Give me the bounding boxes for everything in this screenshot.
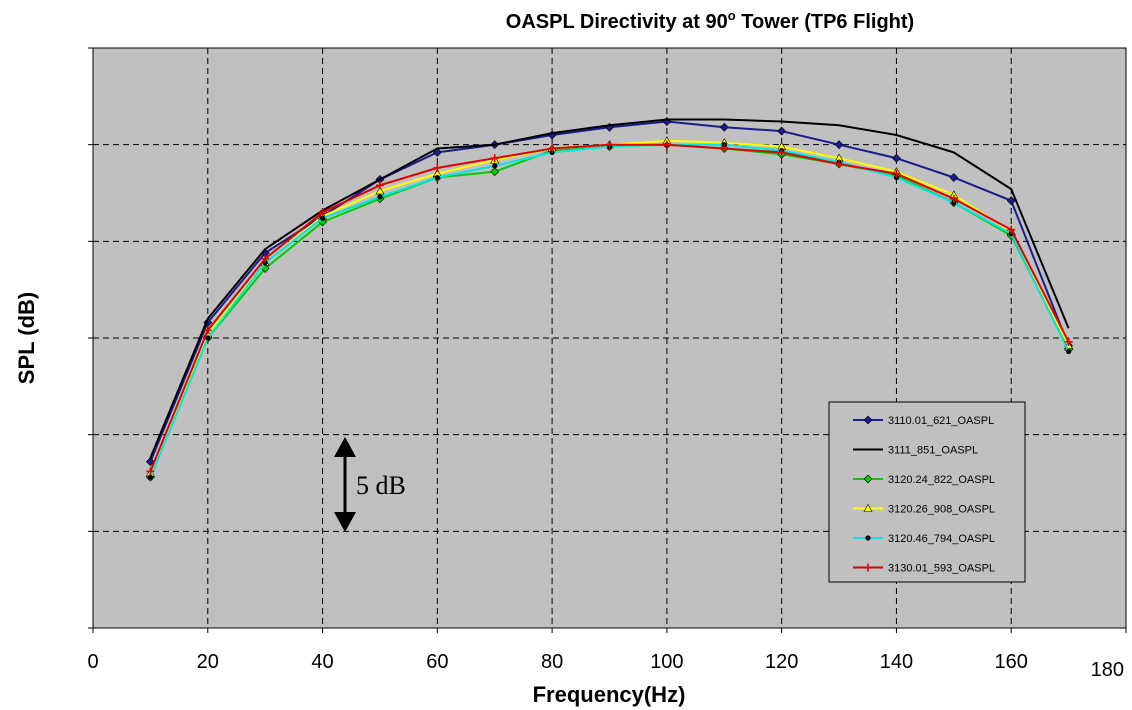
data-point-triangle	[375, 186, 385, 195]
legend-entry: 3111_851_OASPL	[853, 445, 978, 457]
axes	[88, 47, 1127, 633]
data-point-plus	[490, 154, 499, 163]
data-point-circle	[865, 535, 871, 541]
data-point-circle	[377, 194, 383, 200]
data-point-circle	[147, 474, 153, 480]
data-point-plus	[835, 160, 844, 168]
legend-label: 3120.46_794_OASPL	[888, 533, 995, 545]
x-tick-label: 180	[1091, 659, 1124, 681]
scale-annotation: 5 dB	[334, 437, 406, 532]
data-point-diamond	[145, 457, 155, 467]
series-5	[146, 140, 1073, 476]
legend-entry: 3120.26_908_OASPL	[853, 504, 995, 516]
scale-arrow-head-up	[334, 437, 356, 457]
data-point-plus	[433, 163, 442, 172]
x-tick-labels: 0 20 40 60 80 100 120 140 160 180	[87, 651, 1124, 681]
data-point-circle	[319, 215, 326, 221]
data-point-plus	[605, 140, 614, 149]
data-point-plus	[720, 144, 729, 153]
legend-box	[828, 401, 1026, 583]
data-point-plus	[146, 467, 155, 476]
y-axis-title: SPL (dB)	[14, 292, 39, 384]
x-tick-label: 140	[880, 651, 913, 673]
data-point-diamond	[1006, 196, 1016, 206]
data-point-circle	[1066, 348, 1072, 355]
legend: 3110.01_621_OASPL 3111_851_OASPL 3120.24_8…	[828, 401, 1026, 583]
series-line	[149, 118, 1070, 459]
data-point-diamond	[490, 167, 500, 177]
data-point-plus	[261, 254, 270, 263]
x-tick-label: 80	[541, 651, 563, 673]
data-point-diamond	[777, 126, 787, 136]
data-point-circle	[434, 174, 440, 181]
data-point-diamond	[834, 140, 844, 150]
legend-label: 3110.01_621_OASPL	[888, 415, 994, 427]
data-point-plus	[318, 208, 327, 217]
data-point-plus	[375, 181, 384, 190]
x-axis-title: Frequency(Hz)	[533, 682, 686, 707]
x-tick-label: 160	[995, 651, 1028, 673]
legend-label: 3120.26_908_OASPL	[888, 504, 995, 516]
data-point-plus	[864, 563, 872, 572]
data-point-plus	[777, 148, 786, 157]
data-point-diamond	[892, 153, 901, 163]
x-tick-label: 100	[650, 651, 683, 673]
chart-title-main: OASPL Directivity at 90	[506, 11, 728, 33]
series-layer	[145, 117, 1074, 482]
data-point-triangle	[863, 503, 873, 512]
data-point-circle	[492, 163, 498, 169]
data-point-diamond	[949, 173, 959, 182]
legend-entry: 3120.24_822_OASPL	[853, 474, 995, 486]
x-tick-label: 120	[765, 651, 798, 673]
legend-label: 3111_851_OASPL	[888, 445, 978, 457]
series-1	[149, 118, 1070, 459]
legend-label: 3120.24_822_OASPL	[888, 474, 995, 486]
data-point-diamond	[863, 474, 873, 484]
data-point-diamond	[863, 415, 873, 425]
x-tick-label: 0	[87, 651, 98, 673]
data-point-plus	[548, 144, 557, 153]
chart-title-suffix: Tower (TP6 Flight)	[736, 11, 915, 33]
scale-arrow-head-down	[334, 512, 356, 532]
data-point-circle	[205, 335, 211, 341]
chart-title-superscript: o	[728, 8, 736, 23]
data-point-plus	[949, 194, 958, 203]
x-tick-label: 60	[426, 651, 448, 673]
chart-title: OASPL Directivity at 90o Tower (TP6 Flig…	[506, 8, 914, 33]
legend-label: 3130.01_593_OASPL	[888, 563, 995, 575]
legend-entry: 3130.01_593_OASPL	[853, 563, 995, 575]
scale-annotation-label: 5 dB	[356, 471, 406, 500]
data-point-plus	[203, 326, 212, 335]
data-point-plus	[1007, 225, 1016, 234]
legend-entry: 3120.46_794_OASPL	[853, 533, 995, 545]
data-point-plus	[662, 140, 671, 149]
data-point-plus	[1064, 337, 1073, 346]
x-tick-label: 40	[311, 651, 333, 673]
data-point-plus	[892, 169, 901, 178]
data-point-diamond	[719, 122, 729, 132]
x-tick-label: 20	[197, 651, 219, 673]
legend-entry: 3110.01_621_OASPL	[853, 415, 994, 427]
